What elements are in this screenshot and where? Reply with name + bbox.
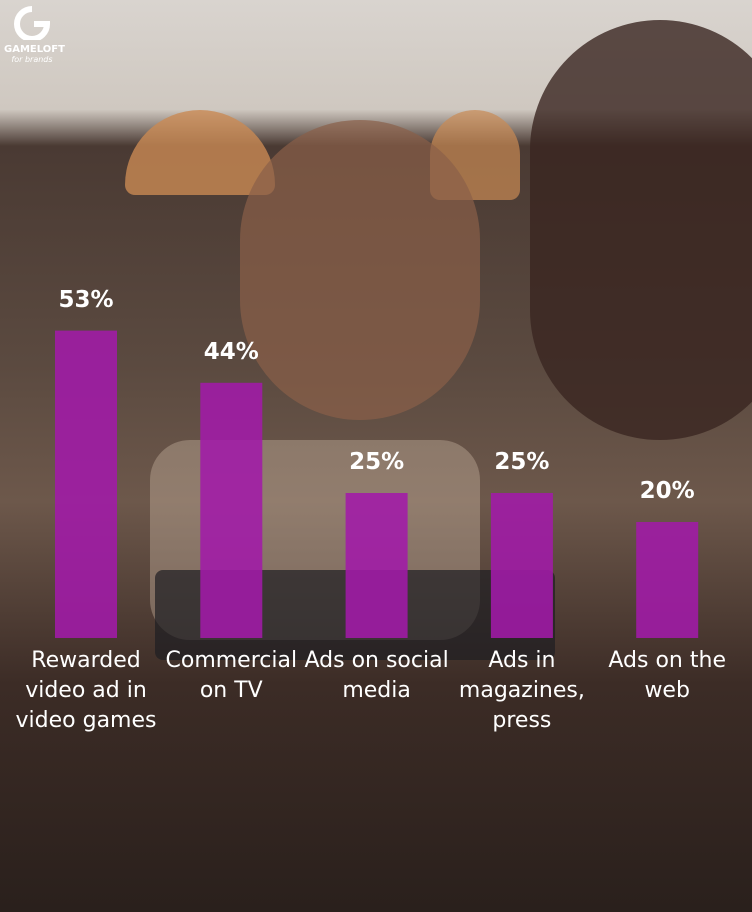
value-label: 25% [349, 449, 405, 475]
bar [55, 330, 117, 638]
category-label: Ads on the web [608, 648, 726, 703]
bar [636, 522, 699, 638]
value-label: 53% [58, 286, 114, 313]
value-label: 25% [494, 449, 550, 475]
category-label: Rewarded video ad in video games [15, 648, 157, 733]
category-label: Ads on social media [304, 648, 449, 703]
category-label: Commercial on TV [165, 648, 298, 703]
category-label: Ads in magazines, press [458, 648, 585, 733]
bar [345, 493, 408, 638]
brand-tagline: for brands [11, 55, 53, 64]
bar [490, 493, 553, 638]
logo: GAMELOFT for brands [4, 6, 65, 65]
brand-name: GAMELOFT [4, 44, 65, 55]
value-label: 44% [203, 338, 259, 365]
logo-icon [14, 6, 51, 42]
girl [240, 120, 480, 420]
value-label: 20% [639, 478, 695, 504]
bar [200, 382, 263, 638]
man [530, 20, 752, 440]
